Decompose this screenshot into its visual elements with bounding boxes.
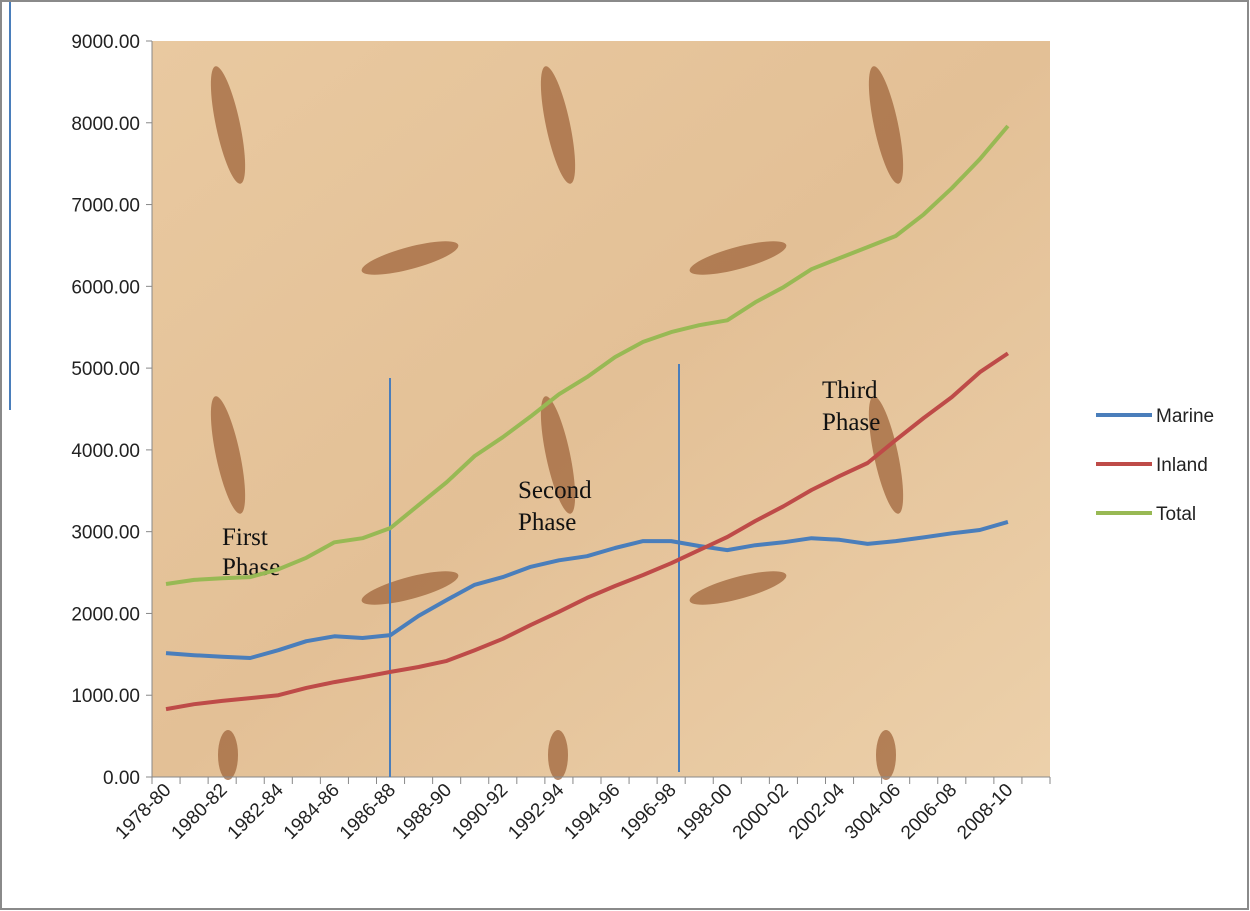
y-tick-label: 5000.00 [71, 359, 140, 380]
legend-label: Marine [1156, 406, 1214, 427]
y-tick-label: 9000.00 [71, 32, 140, 53]
y-tick-label: 7000.00 [71, 196, 140, 217]
y-tick-label: 3000.00 [71, 523, 140, 544]
legend-label: Inland [1156, 455, 1208, 476]
y-tick-label: 2000.00 [71, 604, 140, 625]
y-tick-label: 1000.00 [71, 686, 140, 707]
legend-label: Total [1156, 504, 1196, 525]
annotation-line: Phase [518, 509, 576, 536]
page: {"chart_data": { "type": "line", "catego… [0, 0, 1250, 911]
chart: FirstPhase SecondPhase ThirdPhase 0.0010… [0, 0, 1250, 911]
y-tick-label: 6000.00 [71, 277, 140, 298]
annotation-line: First [222, 524, 268, 551]
y-tick-label: 0.00 [103, 768, 140, 789]
annotation-line: Second [518, 477, 592, 504]
plot-area [152, 41, 1050, 777]
y-tick-label: 4000.00 [71, 441, 140, 462]
y-tick-label: 8000.00 [71, 114, 140, 135]
annotation-line: Third [822, 377, 878, 404]
annotation-line: Phase [822, 409, 880, 436]
